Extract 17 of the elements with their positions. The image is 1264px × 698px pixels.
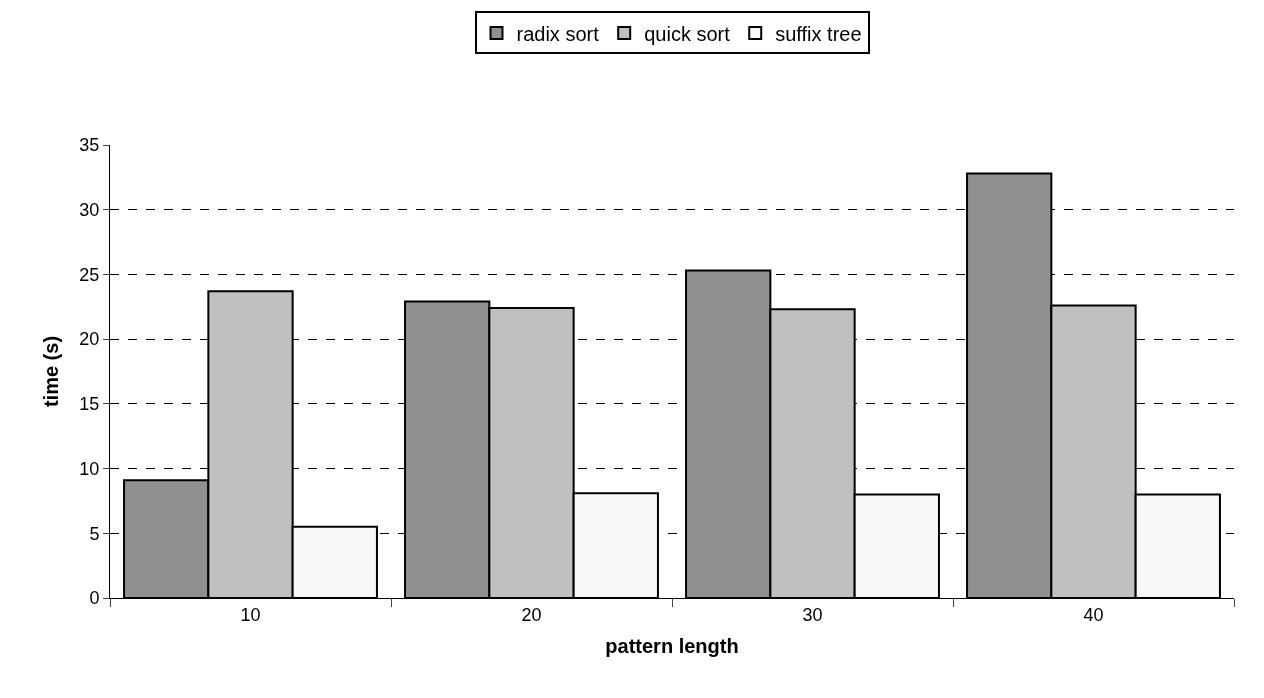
y-tick-label: 20 — [79, 329, 100, 350]
y-tick-label: 0 — [89, 588, 100, 609]
x-tick-label: 40 — [1083, 604, 1104, 625]
y-tick-label: 5 — [89, 523, 100, 544]
legend-label: suffix tree — [775, 22, 862, 45]
legend-label: quick sort — [644, 22, 731, 45]
legend-label: radix sort — [516, 22, 600, 45]
y-tick-label: 35 — [79, 135, 100, 156]
x-tick-label: 30 — [802, 604, 823, 625]
y-tick-label: 30 — [79, 200, 100, 221]
y-tick-label: 25 — [79, 264, 100, 285]
y-tick-label: 10 — [79, 458, 100, 479]
y-axis-title: time (s) — [39, 335, 62, 408]
y-tick-label: 15 — [79, 394, 100, 415]
x-tick-label: 20 — [521, 604, 542, 625]
x-axis-title: pattern length — [605, 635, 739, 658]
x-tick-label: 10 — [240, 604, 261, 625]
